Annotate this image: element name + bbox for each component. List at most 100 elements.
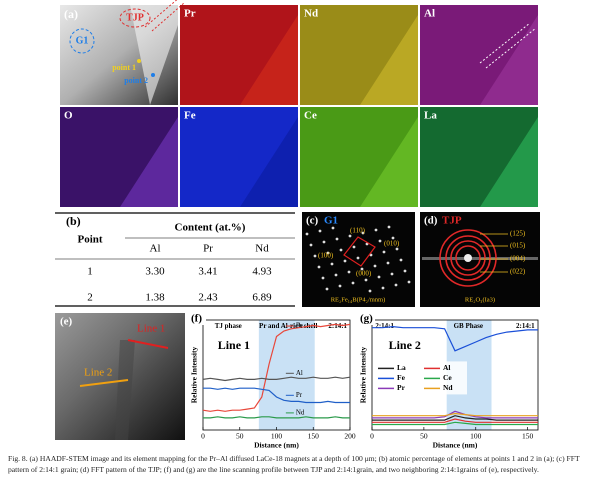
diffraction-spot xyxy=(335,237,339,241)
panel-label-box xyxy=(359,312,375,325)
map-region xyxy=(480,117,538,207)
panel-label: (b) xyxy=(66,214,81,228)
line-label: Line 2 xyxy=(84,367,112,379)
diffraction-spot xyxy=(377,275,381,279)
caption: Fig. 8. (a) HAADF-STEM image and its ele… xyxy=(8,454,580,474)
diffraction-ring xyxy=(445,235,491,281)
table-cell: 6.89 xyxy=(252,292,272,304)
diffraction-spot xyxy=(322,240,326,244)
x-tick-label: 0 xyxy=(201,432,205,441)
diffraction-spot xyxy=(361,231,365,235)
phase-label: RE₂O₃(Ia3) xyxy=(465,296,495,303)
table-cell: 2.43 xyxy=(198,292,218,304)
series-line xyxy=(202,376,351,382)
series-line xyxy=(203,416,350,419)
table-corner: Point xyxy=(77,234,102,246)
x-tick-label: 200 xyxy=(344,432,356,441)
diffraction-spot xyxy=(403,269,407,273)
diffraction-spot xyxy=(351,281,355,285)
legend-label: La xyxy=(397,363,406,372)
table-group: Content (at.%) xyxy=(175,222,246,234)
spot-label: (100) xyxy=(318,252,334,260)
column-header: Al xyxy=(150,243,161,255)
diffraction-spot xyxy=(374,228,378,232)
annotation: Line 2 xyxy=(389,338,421,352)
phase-label: RE₂Fe₁₄B(P4₂/mnm) xyxy=(331,296,386,303)
panel-label: (g) xyxy=(360,313,373,325)
map-label: La xyxy=(424,110,437,122)
annotation: 2:14:1 xyxy=(375,322,394,330)
annotation: GB Phase xyxy=(454,322,483,330)
map-label: Fe xyxy=(184,110,196,122)
series-label: Nd xyxy=(296,409,305,417)
series-line xyxy=(372,421,538,426)
diffraction-spot xyxy=(360,267,364,271)
diffraction-spot xyxy=(394,283,398,287)
diffraction-spot xyxy=(338,284,342,288)
spot-label: (010) xyxy=(384,240,400,248)
annotation: Line 1 xyxy=(218,338,250,352)
series-line xyxy=(372,412,538,417)
scan-line xyxy=(485,27,537,69)
panel-label: (d) xyxy=(424,215,438,227)
table-cell: 1.38 xyxy=(145,292,165,304)
map-region xyxy=(240,117,298,207)
diffraction-spot xyxy=(381,286,385,290)
table-cell: 3.30 xyxy=(145,266,165,278)
panel-label: (a) xyxy=(64,7,78,21)
ring-label: (022) xyxy=(510,268,526,276)
x-tick-label: 100 xyxy=(470,432,482,441)
panel-tag: G1 xyxy=(324,215,338,227)
point-label: point 1 xyxy=(112,63,136,72)
spot-label: (110) xyxy=(350,227,366,235)
panel-label: (e) xyxy=(60,316,73,328)
series-line xyxy=(372,415,538,421)
ring-label: (125) xyxy=(510,230,526,238)
diffraction-spot xyxy=(391,236,395,240)
map-region xyxy=(240,15,298,105)
table-cell: 4.93 xyxy=(252,266,272,278)
diffraction-spot xyxy=(347,270,351,274)
annotation: TJ phase xyxy=(215,322,242,330)
diffraction-spot xyxy=(317,265,321,269)
annotation: 2:14:1 xyxy=(516,322,535,330)
ring-label: (015) xyxy=(510,242,526,250)
diffraction-spot xyxy=(364,278,368,282)
diffraction-ring xyxy=(455,245,481,271)
diffraction-spot xyxy=(407,280,411,284)
diffraction-spot xyxy=(330,262,334,266)
panel-label: (f) xyxy=(191,313,202,325)
diffraction-spot xyxy=(368,289,372,293)
central-spot xyxy=(464,254,472,262)
diffraction-spot xyxy=(356,256,360,260)
highlight-band xyxy=(258,320,315,430)
series-label: Fe xyxy=(296,322,303,330)
point-marker xyxy=(137,59,141,63)
map-label: O xyxy=(64,110,73,122)
panel-label: (c) xyxy=(306,215,319,227)
legend-label: Pr xyxy=(397,383,406,392)
diffraction-spot xyxy=(348,234,352,238)
line-label: Line 1 xyxy=(137,323,165,335)
legend-label: Fe xyxy=(397,373,406,382)
annotation: 2:14:1 xyxy=(328,322,347,330)
series-line xyxy=(372,418,538,423)
diffraction-spot xyxy=(334,273,338,277)
boundary xyxy=(115,340,135,440)
diffraction-spot xyxy=(373,264,377,268)
map-region xyxy=(360,117,418,207)
x-tick-label: 150 xyxy=(522,432,534,441)
diffraction-spot xyxy=(339,248,343,252)
point-marker xyxy=(151,73,155,77)
table-cell: 1 xyxy=(87,266,93,278)
diffraction-spot xyxy=(343,259,347,263)
x-tick-label: 150 xyxy=(308,432,320,441)
scan-line xyxy=(479,22,531,64)
diffraction-spot xyxy=(387,225,391,229)
x-tick-label: 50 xyxy=(236,432,244,441)
ring-label: (004) xyxy=(510,255,526,263)
diffraction-ring xyxy=(450,240,486,276)
x-axis-label: Distance (nm) xyxy=(254,441,299,450)
table-cell: 2 xyxy=(87,292,93,304)
